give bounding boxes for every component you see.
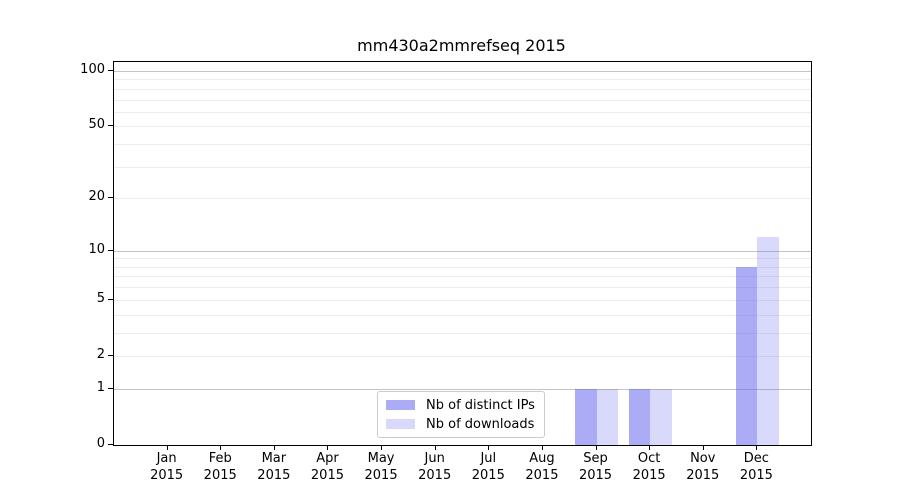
x-tick-label-month: Nov [690, 451, 716, 466]
minor-gridline [114, 287, 811, 289]
x-tick-label: Apr 2015 [296, 450, 358, 484]
x-tick-label-month: Jun [424, 451, 445, 466]
x-tick-label: Mar 2015 [243, 450, 305, 484]
minor-gridline [114, 79, 811, 81]
minor-gridline [114, 332, 811, 334]
y-tick-mark [108, 444, 113, 445]
minor-gridline [114, 126, 811, 128]
x-tick-mark [434, 445, 436, 450]
y-tick-mark [108, 197, 113, 199]
x-tick-label-year: 2015 [203, 468, 237, 483]
y-tick-mark [108, 298, 113, 300]
x-tick-label-year: 2015 [257, 468, 291, 483]
y-tick-mark [108, 69, 113, 71]
x-tick-label: Jan 2015 [136, 450, 198, 484]
x-tick-label: Jun 2015 [404, 450, 466, 484]
x-tick-mark [541, 445, 543, 450]
major-gridline [114, 388, 811, 390]
x-tick-mark [702, 445, 704, 450]
x-tick-mark [166, 445, 168, 450]
minor-gridline [114, 266, 811, 268]
x-tick-label-month: Apr [316, 451, 339, 466]
legend-label-distinct-ips: Nb of distinct IPs [426, 397, 535, 413]
x-tick-label-year: 2015 [418, 468, 452, 483]
y-tick-label: 10 [88, 241, 105, 257]
major-gridline [114, 70, 811, 72]
x-tick-label: May 2015 [350, 450, 412, 484]
y-tick-label: 0 [96, 436, 105, 451]
x-tick-label-month: Mar [261, 451, 287, 466]
x-tick-label: Oct 2015 [618, 450, 680, 484]
minor-gridline [114, 198, 811, 200]
x-tick-mark [381, 445, 383, 450]
legend-swatch-downloads [386, 419, 415, 429]
bar-downloads-dec [757, 237, 779, 445]
x-tick-label: Dec 2015 [725, 450, 787, 484]
bar-downloads-sep [596, 388, 619, 445]
x-tick-label-year: 2015 [310, 468, 344, 483]
x-tick-label-year: 2015 [686, 468, 720, 483]
bar-distinct-ips-dec [735, 266, 758, 445]
x-tick-label-month: Jul [480, 451, 497, 466]
x-tick-label-month: Sep [583, 451, 608, 466]
minor-gridline [114, 276, 811, 278]
x-tick-label-month: Oct [637, 451, 661, 466]
x-tick-label: Feb 2015 [189, 450, 251, 484]
y-tick-label: 2 [96, 346, 105, 362]
x-tick-label-year: 2015 [150, 468, 184, 483]
bar-distinct-ips-oct [628, 388, 651, 445]
minor-gridline [114, 88, 811, 90]
legend: Nb of distinct IPs Nb of downloads [377, 391, 545, 438]
x-tick-mark [595, 445, 597, 450]
y-tick-mark [108, 387, 113, 389]
x-tick-mark [756, 445, 758, 450]
y-tick-label: 20 [88, 189, 105, 205]
y-tick-label: 1 [96, 379, 105, 395]
x-tick-label-month: Feb [208, 451, 232, 466]
minor-gridline [114, 111, 811, 113]
y-tick-mark [108, 125, 113, 127]
chart-title: mm430a2mmrefseq 2015 [357, 36, 566, 55]
bar-distinct-ips-sep [575, 388, 597, 445]
x-tick-mark [327, 445, 329, 450]
legend-swatch-distinct-ips [386, 400, 415, 410]
y-tick-label: 100 [80, 61, 105, 77]
x-tick-label-year: 2015 [364, 468, 398, 483]
major-gridline [114, 250, 811, 252]
x-tick-label: Jul 2015 [457, 450, 519, 484]
y-tick-mark [108, 354, 113, 356]
x-tick-label-month: May [367, 451, 395, 466]
x-tick-label: Nov 2015 [672, 450, 734, 484]
minor-gridline [114, 355, 811, 357]
y-tick-label: 50 [88, 117, 105, 133]
x-tick-label-year: 2015 [578, 468, 613, 483]
x-tick-mark [649, 445, 651, 450]
x-tick-label-month: Dec [743, 451, 769, 466]
x-tick-label-month: Aug [529, 451, 555, 466]
legend-item-downloads: Nb of downloads [386, 417, 544, 432]
minor-gridline [114, 258, 811, 260]
minor-gridline [114, 144, 811, 146]
legend-item-distinct-ips: Nb of distinct IPs [386, 398, 544, 413]
plot-area [113, 61, 812, 446]
minor-gridline [114, 314, 811, 316]
minor-gridline [114, 99, 811, 101]
x-tick-mark [273, 445, 275, 450]
minor-gridline [114, 166, 811, 168]
x-tick-label-year: 2015 [632, 468, 666, 483]
y-tick-label: 5 [96, 290, 105, 306]
minor-gridline [114, 299, 811, 301]
x-tick-label-month: Jan [156, 451, 177, 466]
x-tick-label-year: 2015 [471, 468, 505, 483]
x-tick-label: Sep 2015 [565, 450, 627, 484]
x-tick-label-year: 2015 [739, 468, 773, 483]
x-tick-mark [488, 445, 490, 450]
legend-label-downloads: Nb of downloads [426, 416, 535, 432]
y-tick-mark [108, 249, 113, 251]
bar-downloads-oct [650, 388, 672, 445]
x-tick-mark [220, 445, 222, 450]
x-tick-label-year: 2015 [525, 468, 559, 483]
x-tick-label: Aug 2015 [511, 450, 573, 484]
